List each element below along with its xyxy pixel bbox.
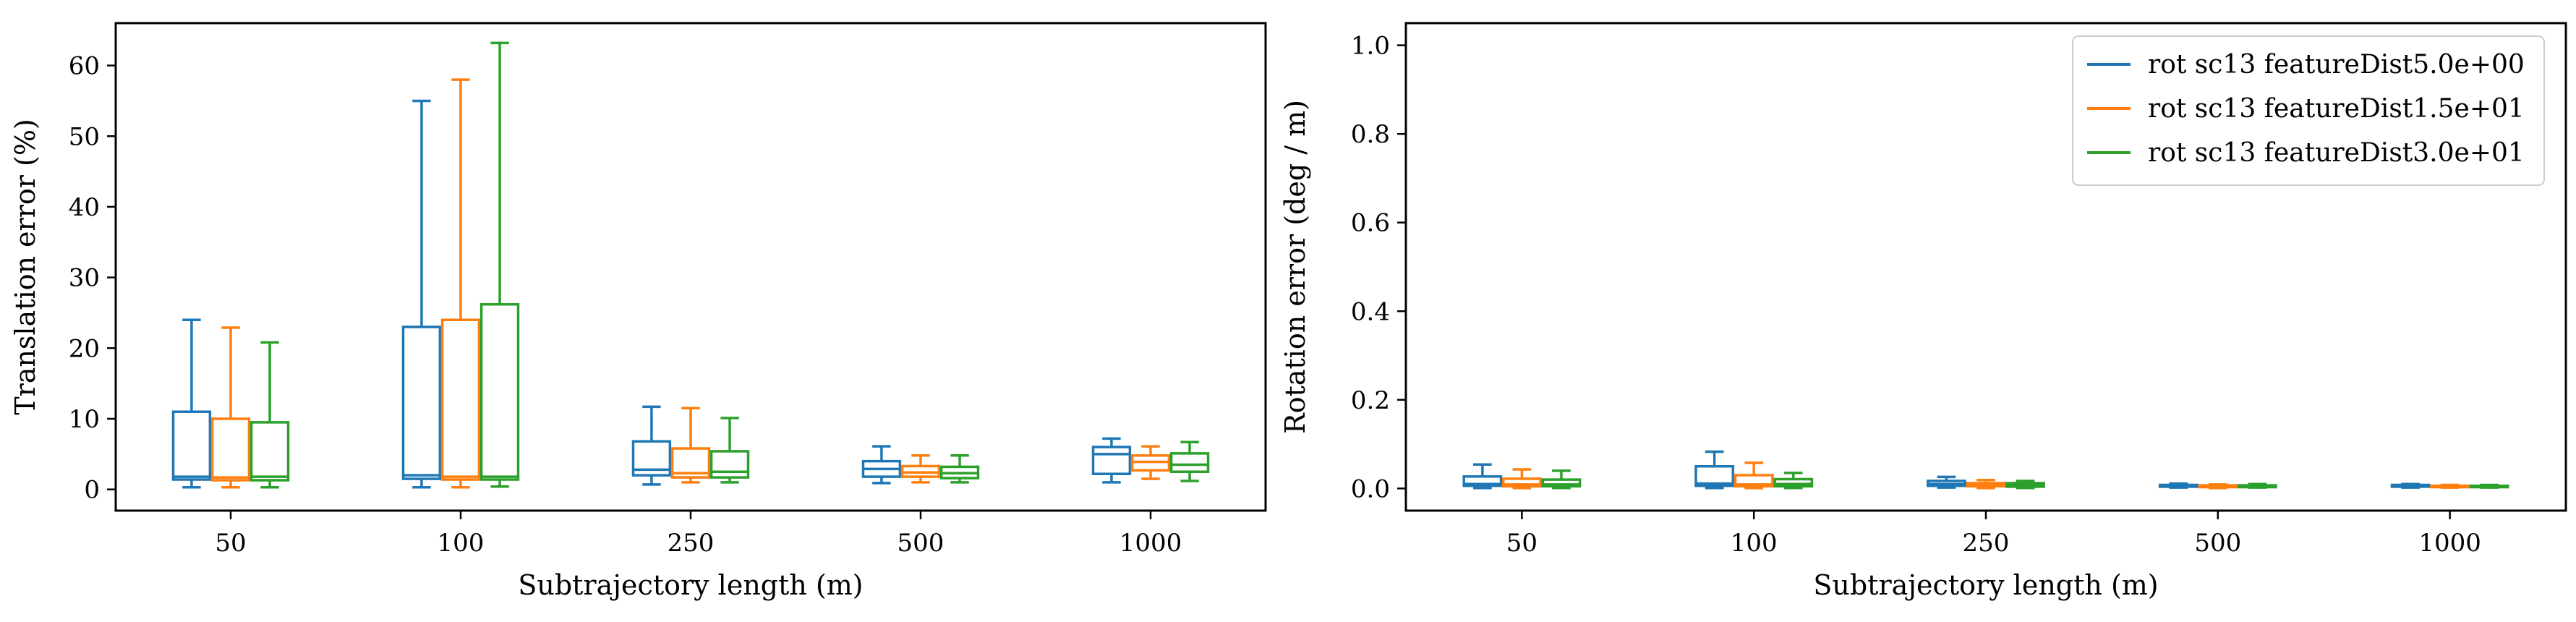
box-100-series-2 — [479, 41, 520, 488]
x-tick-label-1000: 1000 — [1119, 529, 1182, 558]
translation-plot-frame — [114, 22, 1267, 512]
translation-y-ticks: 0 10 20 30 40 50 60 — [69, 52, 116, 505]
box-1000-series-0 — [2390, 482, 2431, 489]
rotation-error-panel: 0.0 0.2 0.4 0.6 0.8 1.0 50 100 250 500 1000 Subtr… — [1279, 22, 2567, 601]
translation-y-axis-label: Translation error (%) — [9, 119, 41, 415]
iqr-box — [1733, 474, 1774, 488]
box-1000-series-1 — [1130, 445, 1171, 480]
rotation-y-axis-label: Rotation error (deg / m) — [1279, 100, 1311, 434]
box-100-series-0 — [1694, 450, 1735, 490]
y-tick-label: 50 — [69, 122, 100, 151]
iqr-box — [210, 417, 251, 482]
x-tick-label-1000: 1000 — [2418, 529, 2481, 558]
legend-label-series-2: rot sc13 featureDist3.0e+01 — [2148, 138, 2525, 168]
box-50-series-2 — [1541, 469, 1582, 490]
iqr-box — [1694, 464, 1735, 487]
rotation-plot-frame — [1404, 22, 2567, 512]
x-tick-label-50: 50 — [1506, 529, 1538, 558]
translation-x-axis-label: Subtrajectory length (m) — [518, 569, 863, 601]
box-50-series-1 — [1501, 468, 1542, 490]
box-100-series-0 — [401, 99, 442, 489]
box-250-series-2 — [2005, 480, 2045, 490]
box-100-series-1 — [440, 78, 481, 489]
iqr-box — [1091, 446, 1132, 475]
x-tick-label-500: 500 — [2194, 529, 2241, 558]
y-tick-label: 40 — [69, 193, 100, 222]
iqr-box — [670, 447, 711, 479]
box-50-series-0 — [171, 318, 212, 489]
box-250-series-1 — [670, 406, 711, 484]
box-1000-series-1 — [2430, 483, 2470, 489]
iqr-box — [171, 410, 212, 481]
iqr-box — [1501, 477, 1542, 488]
x-tick-label-50: 50 — [215, 529, 246, 558]
iqr-box — [440, 318, 481, 481]
x-tick-label-250: 250 — [668, 529, 715, 558]
iqr-box — [1773, 477, 1814, 488]
y-tick-label: 0 — [84, 476, 100, 505]
box-1000-series-2 — [2469, 483, 2509, 489]
legend-label-series-1: rot sc13 featureDist1.5e+01 — [2148, 94, 2525, 124]
iqr-box — [709, 450, 750, 479]
iqr-box — [631, 440, 672, 477]
iqr-box — [401, 325, 442, 480]
box-50-series-0 — [1462, 463, 1503, 490]
y-tick-label: 0.6 — [1351, 209, 1390, 238]
box-250-series-0 — [1927, 475, 1966, 489]
iqr-box — [1541, 478, 1582, 488]
legend-box — [2072, 35, 2545, 186]
box-500-series-2 — [939, 454, 980, 484]
y-tick-label: 0.2 — [1351, 386, 1390, 415]
y-tick-label: 0.4 — [1351, 297, 1390, 326]
x-tick-label-100: 100 — [438, 529, 485, 558]
y-tick-label: 1.0 — [1351, 32, 1390, 61]
box-500-series-2 — [2237, 482, 2277, 489]
box-100-series-1 — [1733, 461, 1774, 490]
box-100-series-2 — [1773, 472, 1814, 490]
y-tick-label: 0.8 — [1351, 120, 1390, 149]
rotation-boxes — [1462, 450, 2509, 490]
box-250-series-1 — [1966, 478, 2006, 490]
legend: rot sc13 featureDist5.0e+00 rot sc13 fea… — [2072, 35, 2545, 186]
box-50-series-2 — [250, 341, 290, 489]
box-500-series-0 — [861, 445, 902, 485]
rotation-y-ticks: 0.0 0.2 0.4 0.6 0.8 1.0 — [1351, 32, 1406, 503]
box-500-series-0 — [2158, 482, 2198, 489]
legend-label-series-0: rot sc13 featureDist5.0e+00 — [2148, 50, 2525, 80]
box-1000-series-2 — [1169, 440, 1210, 482]
y-tick-label: 60 — [69, 52, 100, 81]
translation-boxes — [171, 41, 1210, 489]
x-tick-label-100: 100 — [1731, 529, 1778, 558]
box-500-series-1 — [2198, 483, 2238, 490]
box-1000-series-0 — [1091, 437, 1132, 484]
rotation-x-ticks: 50 100 250 500 1000 — [1506, 511, 2481, 558]
y-tick-label: 20 — [69, 334, 100, 363]
box-250-series-2 — [709, 417, 750, 484]
y-tick-label: 0.0 — [1351, 474, 1390, 503]
translation-error-panel: 0 10 20 30 40 50 60 50 100 250 500 1000 Subtraject… — [9, 22, 1267, 601]
translation-x-ticks: 50 100 250 500 1000 — [215, 511, 1182, 558]
iqr-box — [1462, 475, 1503, 487]
iqr-box — [479, 303, 520, 481]
y-tick-label: 10 — [69, 405, 100, 434]
box-50-series-1 — [210, 326, 251, 489]
iqr-box — [1169, 452, 1210, 474]
y-tick-label: 30 — [69, 264, 100, 293]
box-250-series-0 — [631, 405, 672, 486]
iqr-box — [250, 421, 290, 482]
box-500-series-1 — [900, 454, 941, 484]
rotation-x-axis-label: Subtrajectory length (m) — [1813, 569, 2158, 601]
x-tick-label-250: 250 — [1963, 529, 2010, 558]
x-tick-label-500: 500 — [897, 529, 944, 558]
